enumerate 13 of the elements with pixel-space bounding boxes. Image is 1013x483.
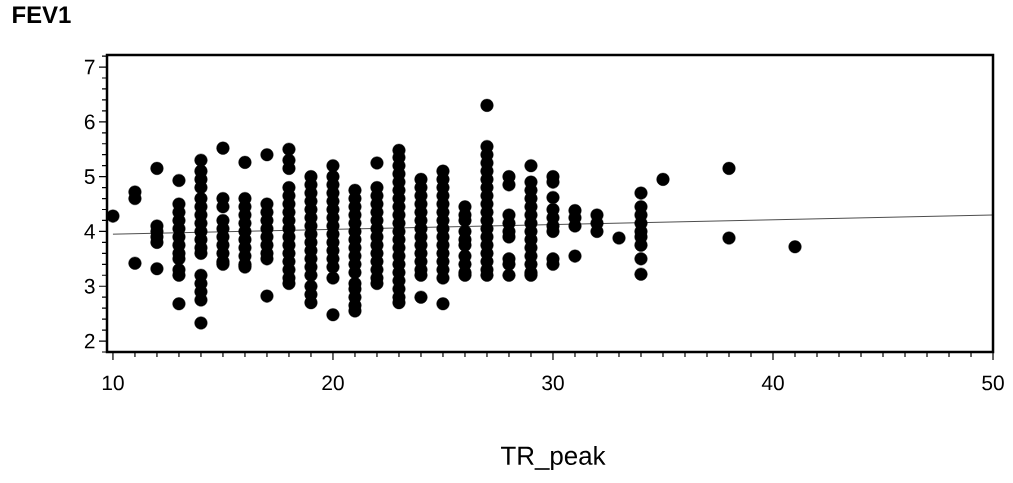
x-tick-label: 40	[761, 375, 784, 391]
y-tick-label: 7	[84, 59, 95, 75]
y-tick-label: 4	[84, 224, 95, 239]
x-axis-title: TR_peak	[501, 445, 606, 471]
x-tick-label: 10	[102, 375, 124, 391]
x-tick-label: 20	[322, 375, 344, 391]
y-tick-label: 5	[84, 169, 95, 184]
x-tick-label: 30	[542, 375, 564, 391]
y-tick-label: 2	[84, 333, 95, 349]
x-tick-label: 50	[982, 375, 1004, 391]
y-tick-label: 3	[84, 278, 95, 294]
y-tick-label: 6	[84, 114, 95, 130]
y-axis-title: FEV1	[13, 6, 71, 23]
